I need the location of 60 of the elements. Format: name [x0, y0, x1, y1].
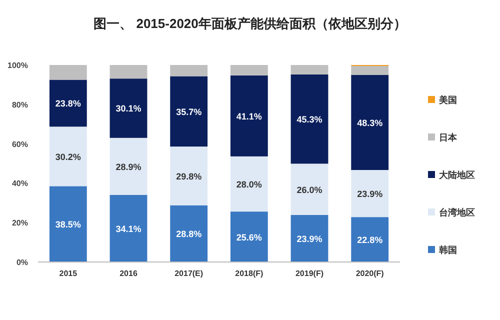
data-label: 30.1%	[116, 104, 142, 114]
legend-label: 台湾地区	[439, 208, 475, 218]
x-tick-label: 2018(F)	[235, 269, 264, 278]
data-label: 38.5%	[55, 220, 81, 230]
bar	[290, 74, 328, 164]
y-tick-label: 60%	[12, 140, 28, 149]
data-label: 28.9%	[116, 162, 142, 172]
bar	[170, 76, 208, 147]
legend-label: 韩国	[438, 245, 457, 255]
data-label: 23.9%	[296, 234, 322, 244]
data-label: 29.8%	[176, 171, 202, 182]
bar	[230, 75, 268, 156]
bar	[110, 65, 148, 79]
legend-label: 日本	[439, 132, 458, 142]
y-tick-label: 20%	[12, 218, 28, 228]
bar	[110, 194, 148, 262]
bar	[49, 80, 87, 127]
x-tick-label: 2015	[59, 269, 78, 278]
bar	[230, 212, 268, 262]
data-label: 26.0%	[296, 184, 322, 195]
data-label: 41.1%	[236, 111, 262, 122]
bar	[170, 146, 208, 206]
data-label: 48.3%	[357, 118, 383, 128]
bar	[351, 170, 389, 218]
bar	[351, 217, 389, 262]
x-tick-label: 2019(F)	[295, 269, 324, 278]
data-label: 35.7%	[176, 106, 202, 117]
chart-title: 图一、 2015-2020年面板产能供给面积（依地区别分）	[94, 16, 406, 31]
bar	[170, 65, 208, 76]
bar	[49, 186, 87, 262]
legend-label: 大陆地区	[439, 170, 475, 180]
y-tick-label: 80%	[12, 100, 28, 110]
bar	[351, 66, 389, 75]
data-label: 22.8%	[357, 235, 383, 246]
y-tick-label: 40%	[12, 179, 28, 188]
x-tick-label: 2016	[120, 269, 138, 278]
y-tick-label: 0%	[16, 258, 28, 267]
bar	[110, 138, 148, 195]
bar	[110, 78, 148, 138]
x-tick-label: 2020(F)	[356, 269, 384, 278]
bar	[49, 65, 87, 80]
legend-label: 美国	[438, 95, 457, 105]
bar	[230, 65, 268, 76]
data-label: 23.8%	[55, 98, 81, 109]
bar	[170, 205, 208, 262]
x-tick-label: 2017(E)	[174, 269, 204, 278]
bar	[290, 65, 328, 74]
data-label: 28.8%	[176, 229, 202, 240]
bar	[49, 126, 87, 186]
bar	[290, 164, 328, 215]
data-label: 25.6%	[236, 232, 262, 242]
data-label: 34.1%	[116, 224, 142, 234]
data-label: 28.0%	[236, 179, 262, 190]
y-tick-label: 100%	[8, 61, 28, 70]
bar	[290, 214, 328, 262]
data-label: 23.9%	[357, 189, 383, 200]
data-label: 30.2%	[55, 152, 81, 162]
bar	[230, 156, 268, 212]
bar	[351, 74, 389, 170]
data-label: 45.3%	[296, 114, 322, 125]
